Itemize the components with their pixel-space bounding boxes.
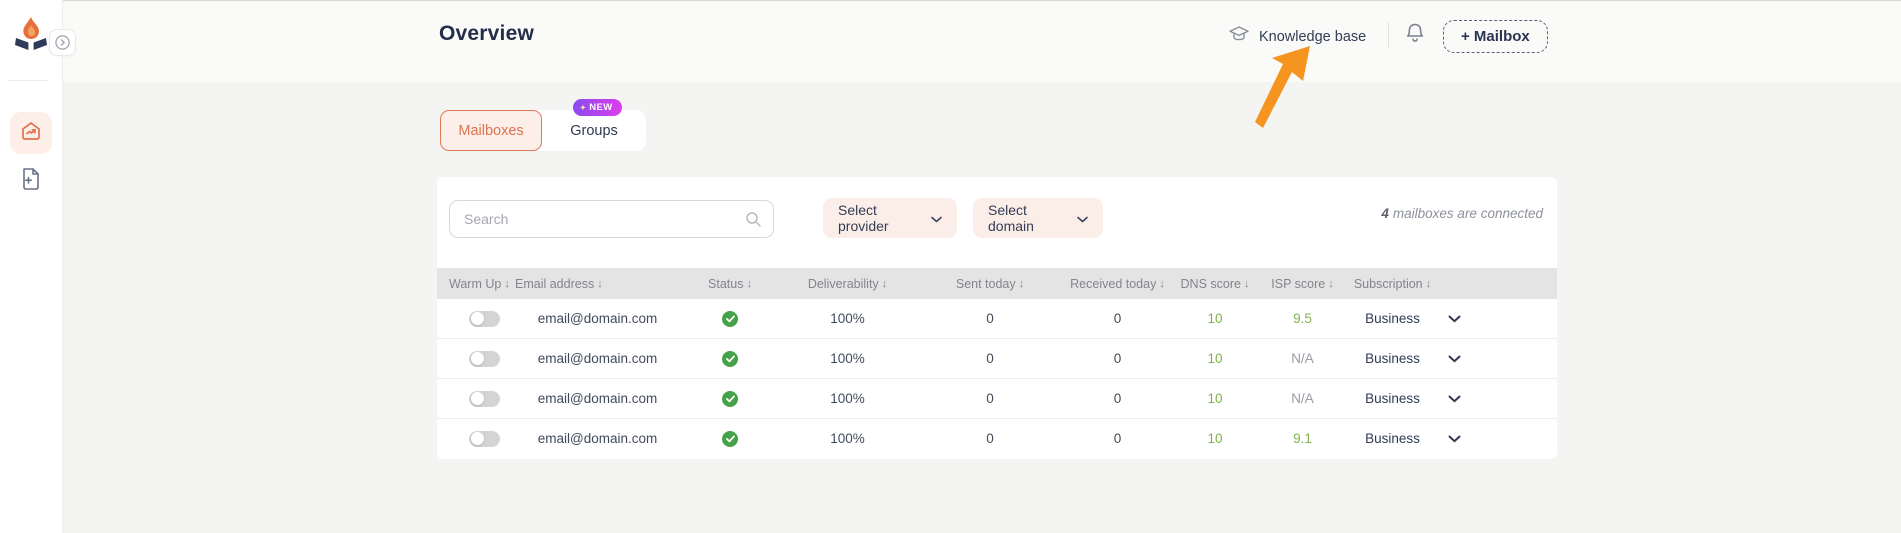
- select-provider-label: Select provider: [838, 202, 889, 234]
- column-header-received-today[interactable]: Received today ↓: [1070, 276, 1165, 291]
- tab-mailboxes[interactable]: Mailboxes: [440, 110, 542, 151]
- sidebar-divider: [8, 80, 48, 81]
- column-header-sent-today[interactable]: Sent today ↓: [955, 276, 1025, 291]
- column-header-dns-score[interactable]: DNS score ↓: [1180, 276, 1250, 291]
- isp-score-cell: 9.5: [1293, 311, 1312, 326]
- dns-score-cell: 10: [1207, 431, 1223, 446]
- received-today-cell: 0: [1113, 431, 1122, 446]
- table-row: email@domain.com 100% 0 0 10 N/A Busines…: [437, 339, 1557, 379]
- notifications-button[interactable]: [1402, 22, 1428, 48]
- sent-today-cell: 0: [986, 431, 994, 446]
- search-icon: [745, 211, 762, 233]
- new-badge: ✦ NEW: [573, 99, 622, 116]
- sent-today-cell: 0: [986, 311, 994, 326]
- isp-score-cell: N/A: [1291, 351, 1314, 366]
- deliverability-cell: 100%: [830, 391, 865, 406]
- deliverability-cell: 100%: [830, 351, 865, 366]
- file-plus-icon: [19, 166, 43, 197]
- status-ok-icon: [722, 310, 738, 327]
- column-header-warmup[interactable]: Warm Up ↓: [449, 276, 510, 291]
- table-row: email@domain.com 100% 0 0 10 9.5 Busines…: [437, 299, 1557, 339]
- page-title: Overview: [439, 22, 534, 45]
- dns-score-cell: 10: [1207, 351, 1223, 366]
- dns-score-cell: 10: [1207, 391, 1223, 406]
- sent-today-cell: 0: [986, 391, 994, 406]
- isp-score-cell: 9.1: [1293, 431, 1312, 446]
- subscription-cell: Business: [1365, 311, 1420, 326]
- search-box: [449, 200, 774, 238]
- row-expand-chevron-icon[interactable]: [1448, 355, 1461, 363]
- email-cell: email@domain.com: [537, 351, 658, 366]
- sparkle-icon: ✦: [580, 104, 587, 112]
- add-mailbox-button[interactable]: + Mailbox: [1443, 20, 1548, 53]
- subscription-cell: Business: [1365, 351, 1420, 366]
- received-today-cell: 0: [1113, 311, 1122, 326]
- table-body: email@domain.com 100% 0 0 10 9.5 Busines…: [437, 299, 1557, 458]
- bell-icon: [1404, 21, 1426, 50]
- connected-count: 4: [1381, 206, 1389, 221]
- table-header: Warm Up ↓ Email address ↓ Status ↓ Delivera…: [437, 268, 1557, 299]
- column-header-email[interactable]: Email address ↓: [515, 276, 603, 291]
- sidebar-collapse-button[interactable]: [49, 29, 76, 56]
- column-header-deliverability[interactable]: Deliverability ↓: [807, 276, 888, 291]
- chevron-down-icon: [1077, 210, 1088, 226]
- subscription-cell: Business: [1365, 431, 1420, 446]
- sidebar: [0, 0, 76, 533]
- warmup-toggle[interactable]: [469, 390, 500, 407]
- row-expand-chevron-icon[interactable]: [1448, 315, 1461, 323]
- header-strip: [0, 0, 1901, 82]
- connected-count-note: 4 mailboxes are connected: [1381, 206, 1543, 221]
- sidebar-item-add-mailbox[interactable]: [10, 160, 52, 202]
- subscription-cell: Business: [1365, 391, 1420, 406]
- status-ok-icon: [722, 390, 738, 407]
- header-divider: [1388, 22, 1389, 48]
- search-input[interactable]: [450, 201, 773, 237]
- connected-text: mailboxes are connected: [1392, 206, 1543, 221]
- status-ok-icon: [722, 350, 738, 367]
- warmup-toggle[interactable]: [469, 430, 500, 447]
- table-row: email@domain.com 100% 0 0 10 9.1 Busines…: [437, 419, 1557, 458]
- home-trend-icon: [19, 119, 43, 148]
- received-today-cell: 0: [1113, 391, 1122, 406]
- column-header-status[interactable]: Status ↓: [708, 276, 752, 291]
- email-cell: email@domain.com: [537, 391, 658, 406]
- email-cell: email@domain.com: [537, 431, 658, 446]
- sidebar-item-overview[interactable]: [10, 112, 52, 154]
- tab-groups[interactable]: Groups: [570, 122, 618, 139]
- row-expand-chevron-icon[interactable]: [1448, 395, 1461, 403]
- warmup-toggle[interactable]: [469, 310, 500, 327]
- tab-bar: Mailboxes Groups ✦ NEW: [440, 99, 646, 151]
- status-ok-icon: [722, 430, 738, 447]
- deliverability-cell: 100%: [830, 311, 865, 326]
- select-domain-dropdown[interactable]: Select domain: [973, 198, 1103, 238]
- knowledge-base-label: Knowledge base: [1259, 28, 1367, 45]
- flame-logo-icon[interactable]: [14, 16, 48, 52]
- mailboxes-card: Select provider Select domain 4mailboxes…: [437, 177, 1557, 459]
- row-expand-chevron-icon[interactable]: [1448, 435, 1461, 443]
- warmup-toggle[interactable]: [469, 350, 500, 367]
- new-badge-label: NEW: [589, 102, 613, 113]
- sent-today-cell: 0: [986, 351, 994, 366]
- email-cell: email@domain.com: [537, 311, 658, 326]
- deliverability-cell: 100%: [830, 431, 865, 446]
- received-today-cell: 0: [1113, 351, 1122, 366]
- graduation-cap-icon: [1228, 24, 1250, 49]
- column-header-subscription[interactable]: Subscription ↓: [1353, 276, 1432, 291]
- column-header-isp-score[interactable]: ISP score ↓: [1271, 276, 1334, 291]
- isp-score-cell: N/A: [1291, 391, 1314, 406]
- select-domain-label: Select domain: [988, 202, 1034, 234]
- table-row: email@domain.com 100% 0 0 10 N/A Busines…: [437, 379, 1557, 419]
- select-provider-dropdown[interactable]: Select provider: [823, 198, 957, 238]
- dns-score-cell: 10: [1207, 311, 1223, 326]
- knowledge-base-link[interactable]: Knowledge base: [1228, 24, 1366, 49]
- chevron-down-icon: [931, 210, 942, 226]
